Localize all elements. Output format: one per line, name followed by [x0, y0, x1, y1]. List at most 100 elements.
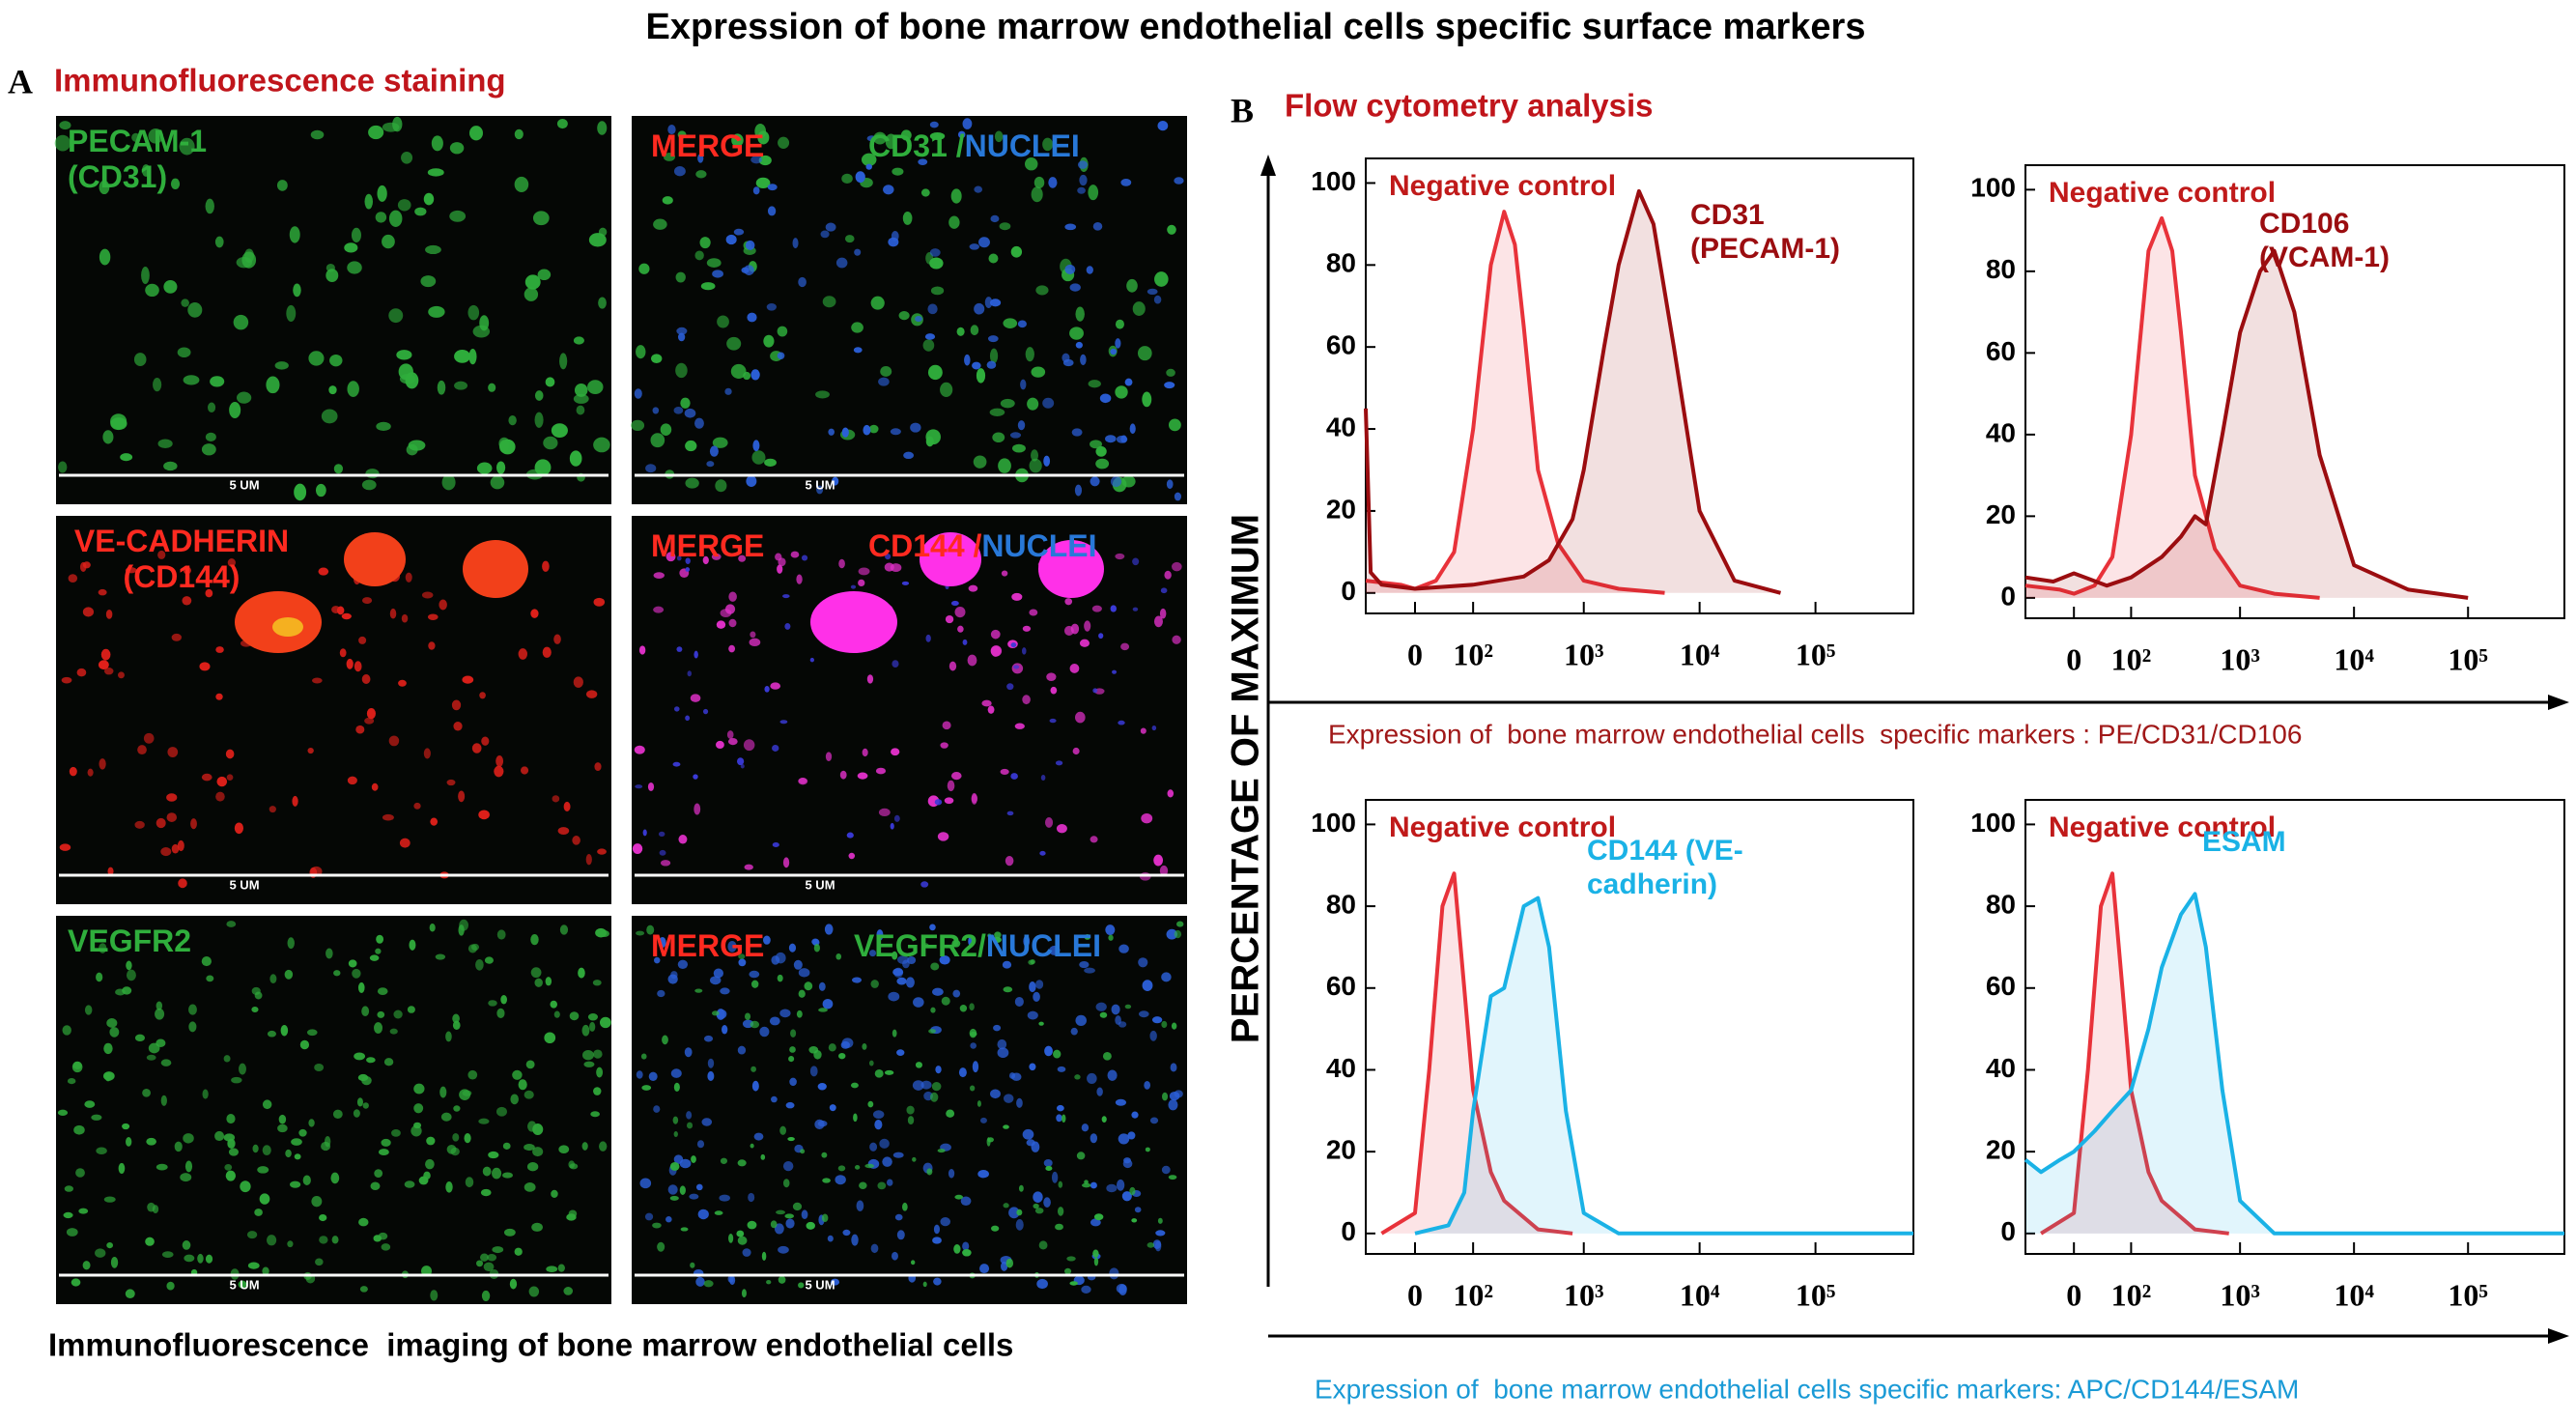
cell [1044, 1045, 1053, 1057]
cell [838, 558, 845, 569]
cell [835, 953, 842, 960]
cell [103, 1196, 116, 1203]
cell [1149, 1117, 1159, 1124]
cell [284, 969, 294, 980]
cell [137, 745, 147, 755]
cell [102, 1071, 115, 1081]
cell [1146, 288, 1158, 296]
cell [822, 296, 836, 308]
cell [652, 407, 660, 414]
cell [772, 744, 779, 752]
cell [1167, 224, 1176, 235]
cell [91, 1114, 102, 1121]
cell [1075, 1014, 1087, 1027]
cell [631, 419, 645, 431]
cell [484, 956, 494, 964]
cell [182, 1240, 191, 1250]
cell [728, 591, 737, 602]
cell [990, 1089, 1001, 1099]
legend-label: Negative control [1389, 811, 1616, 843]
cell [1003, 1094, 1014, 1103]
cell [521, 766, 529, 775]
cell [341, 612, 352, 620]
cell [559, 353, 568, 370]
cell [331, 1236, 339, 1244]
cell [458, 924, 465, 936]
cell [102, 430, 114, 444]
cell [857, 772, 868, 780]
cell [1166, 479, 1174, 490]
cell [431, 135, 443, 152]
cell [752, 440, 760, 452]
y-tick-label: 0 [1341, 1216, 1356, 1246]
cell [1174, 177, 1184, 185]
cell [1027, 1010, 1038, 1020]
legend-label: ESAM [2202, 826, 2286, 858]
cell [326, 948, 333, 959]
cell [653, 572, 665, 579]
cell [462, 1090, 472, 1096]
cell [937, 832, 949, 841]
cell [789, 1046, 796, 1053]
cell [870, 1243, 879, 1254]
x-tick-label: 0 [2066, 641, 2081, 676]
x-tick-label: 10² [2111, 1277, 2152, 1312]
cell [262, 1099, 272, 1110]
cell [727, 940, 737, 953]
cell [563, 1287, 574, 1295]
cell [439, 1086, 447, 1098]
cell [1020, 379, 1027, 390]
cell [479, 692, 486, 699]
cell [534, 978, 543, 987]
cell [892, 1152, 904, 1158]
plot-frame [1365, 799, 1914, 1255]
y-tick-label: 20 [1986, 499, 2016, 529]
cell [156, 1038, 166, 1048]
cell [125, 1289, 135, 1299]
cell [429, 924, 436, 932]
cell [120, 453, 133, 462]
cell [751, 450, 766, 465]
cell [912, 1080, 924, 1091]
cell [772, 842, 779, 847]
legend-label: Negative control [2049, 811, 2276, 843]
cell [1075, 711, 1086, 724]
cell [752, 186, 760, 195]
cell [1164, 382, 1175, 389]
cell [1129, 1186, 1136, 1196]
micrograph: 5 UM MERGE CD31 /NUCLEI [631, 116, 1187, 504]
cell [880, 366, 892, 377]
y-tick-label: 80 [1986, 254, 2016, 284]
arrow-head [2548, 1328, 2569, 1344]
cell [764, 685, 770, 693]
cell [1001, 1261, 1008, 1271]
cell [763, 935, 771, 945]
cell [866, 135, 877, 142]
cell [696, 1140, 705, 1149]
cell [170, 178, 181, 190]
panel-caption: Immunofluorescence imaging of bone marro… [48, 1327, 1013, 1363]
cell [590, 1111, 600, 1118]
cell [155, 1008, 165, 1020]
cell [1016, 1209, 1023, 1216]
cell [925, 429, 941, 445]
cell [358, 1217, 369, 1227]
cell [291, 1138, 302, 1146]
cell [410, 1124, 422, 1137]
cell [676, 327, 688, 335]
cell [347, 381, 359, 397]
cell [1077, 186, 1086, 194]
cell [830, 1278, 840, 1286]
cell [563, 801, 571, 812]
cell [751, 1080, 759, 1092]
cell [989, 299, 1002, 307]
cell [1170, 1063, 1177, 1072]
cell [832, 476, 839, 486]
cell [1115, 1098, 1127, 1106]
cell [133, 353, 147, 367]
cell [870, 296, 885, 310]
cell [950, 600, 959, 607]
cell [377, 1010, 385, 1018]
cell [573, 676, 583, 688]
cell-cluster [920, 532, 981, 586]
